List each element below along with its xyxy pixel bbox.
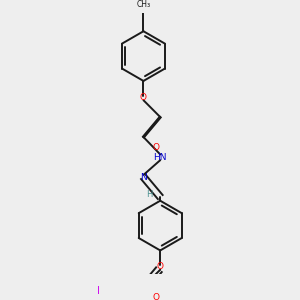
- Text: HN: HN: [154, 152, 167, 161]
- Text: N: N: [140, 172, 147, 182]
- Text: I: I: [98, 286, 100, 296]
- Text: O: O: [140, 93, 147, 102]
- Text: CH₃: CH₃: [136, 0, 151, 9]
- Text: O: O: [157, 262, 164, 271]
- Text: O: O: [153, 293, 160, 300]
- Text: O: O: [153, 143, 160, 152]
- Text: H: H: [147, 190, 153, 199]
